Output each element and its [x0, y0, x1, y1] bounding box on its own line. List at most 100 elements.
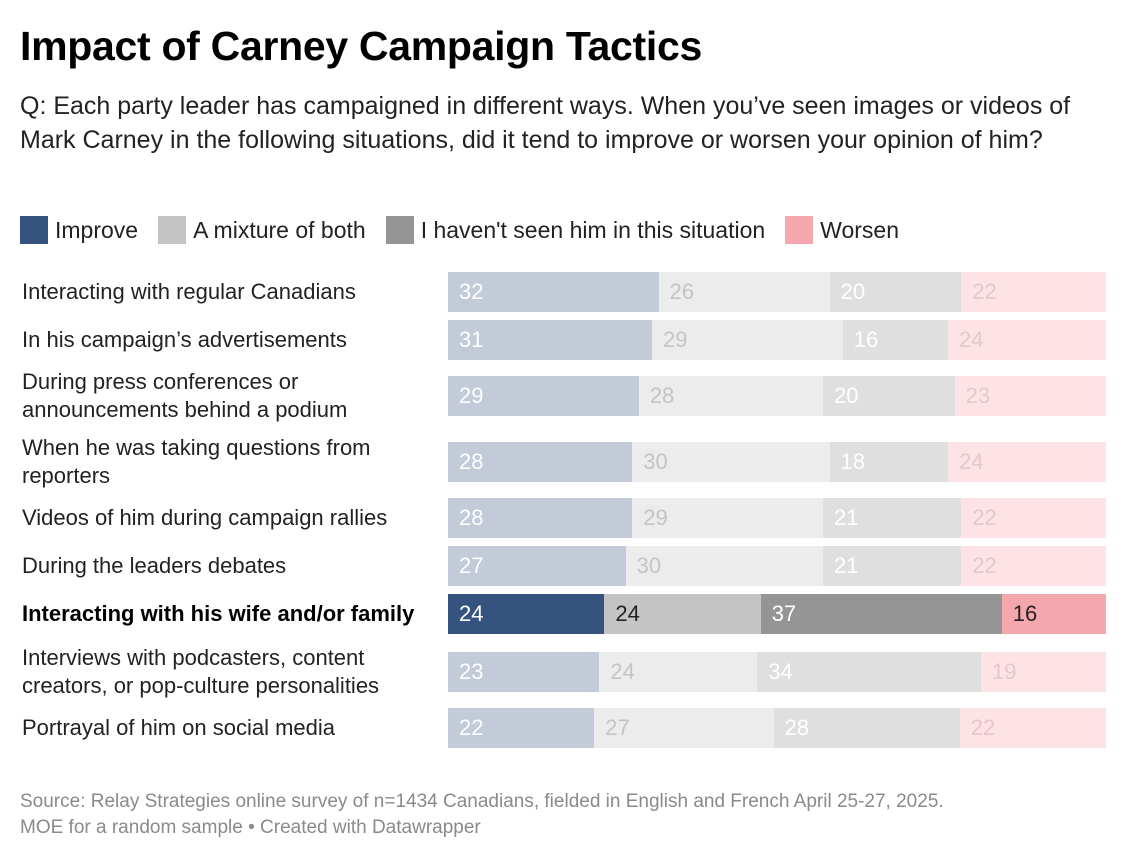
data-label: 31 [459, 327, 484, 352]
data-label: 24 [615, 601, 640, 626]
bar-segment-improve: 29 [448, 376, 639, 416]
bar-segment-mixture: 29 [632, 498, 824, 538]
legend-label-improve: Improve [55, 216, 139, 243]
bar-segment-mixture: 30 [632, 442, 830, 482]
data-label: 32 [459, 279, 484, 304]
footer-notes: MOE for a random sample • Created with D… [20, 815, 1110, 841]
data-label: 22 [972, 553, 997, 578]
bar-segment-worsen: 19 [980, 652, 1106, 692]
data-label: 29 [459, 383, 484, 408]
data-label: 29 [662, 327, 688, 352]
data-label: 23 [459, 659, 484, 684]
bar-segment-mixture: 26 [658, 272, 830, 312]
legend-item-improve: Improve [20, 216, 138, 244]
data-label: 22 [972, 505, 997, 530]
bar-row: 27 30 21 22 [448, 546, 1106, 586]
bar-segment-not-seen: 34 [757, 652, 981, 692]
legend: Improve A mixture of both I haven't seen… [20, 214, 919, 246]
footer-source: Source: Relay Strategies online survey o… [20, 791, 944, 812]
data-label: 27 [605, 715, 630, 740]
data-label: 24 [959, 327, 984, 352]
data-label: 27 [459, 553, 484, 578]
chart-title: Impact of Carney Campaign Tactics [20, 23, 702, 69]
data-label: 28 [459, 505, 484, 530]
data-label: 28 [459, 449, 484, 474]
data-label: 22 [972, 279, 997, 304]
bar-segment-improve: 28 [448, 442, 633, 482]
footer: Source: Relay Strategies online survey o… [20, 789, 1110, 841]
row-label: When he was taking questions from report… [22, 435, 371, 488]
data-label: 21 [834, 553, 859, 578]
row-label: Portrayal of him on social media [22, 715, 336, 740]
bar-segment-mixture: 29 [651, 320, 843, 360]
bar-row: 24 24 37 16 [448, 594, 1106, 634]
bar-segment-not-seen: 37 [760, 594, 1002, 634]
bar-row: 28 30 18 24 [448, 442, 1106, 482]
bar-segment-worsen: 16 [1001, 594, 1106, 634]
data-label: 34 [768, 659, 793, 684]
legend-item-not-seen: I haven't seen him in this situation [385, 216, 766, 244]
bar-segment-not-seen: 18 [829, 442, 949, 482]
row-label: Interviews with podcasters, content crea… [22, 645, 380, 698]
bar-segment-worsen: 22 [959, 708, 1106, 748]
data-label: 16 [1012, 601, 1038, 626]
data-label: 23 [965, 383, 991, 408]
legend-label-worsen: Worsen [820, 216, 899, 243]
bar-segment-not-seen: 16 [842, 320, 949, 360]
legend-item-mixture: A mixture of both [158, 216, 366, 244]
bar-segment-not-seen: 28 [773, 708, 960, 748]
row-label: During the leaders debates [22, 553, 287, 578]
row-label: In his campaign’s advertisements [22, 327, 347, 352]
data-label: 24 [959, 449, 984, 474]
legend-swatch-not-seen [385, 216, 414, 244]
bar-segment-worsen: 22 [961, 498, 1106, 538]
footer-moe: MOE for a random sample [20, 817, 243, 838]
bar-segment-not-seen: 20 [823, 376, 955, 416]
bar-segment-mixture: 24 [604, 594, 761, 634]
data-label: 22 [459, 715, 484, 740]
data-label: 21 [834, 505, 859, 530]
bar-segment-improve: 23 [448, 652, 600, 692]
bar-row: 28 29 21 22 [448, 498, 1106, 538]
legend-swatch-worsen [785, 216, 814, 244]
bar-segment-not-seen: 21 [823, 498, 962, 538]
bar-segment-improve: 24 [448, 594, 605, 634]
row-label: Interacting with his wife and/or family [22, 601, 415, 626]
bar-segment-improve: 32 [448, 272, 659, 312]
data-label: 20 [840, 279, 866, 304]
bar-segment-not-seen: 21 [823, 546, 962, 586]
bar-segment-improve: 27 [448, 546, 626, 586]
bar-segment-worsen: 22 [961, 272, 1106, 312]
row-label: Videos of him during campaign rallies [22, 505, 388, 530]
data-label: 24 [610, 659, 635, 684]
data-label: 28 [784, 715, 810, 740]
data-label: 29 [643, 505, 668, 530]
row-label: Interacting with regular Canadians [22, 279, 356, 304]
bar-row: 22 27 28 22 [448, 708, 1106, 748]
bar-segment-worsen: 23 [954, 376, 1106, 416]
bar-row: 29 28 20 23 [448, 376, 1106, 416]
legend-swatch-mixture [158, 216, 187, 244]
data-label: 37 [771, 601, 797, 626]
bar-segment-mixture: 30 [625, 546, 824, 586]
bar-segment-mixture: 24 [599, 652, 758, 692]
bar-row: 32 26 20 22 [448, 272, 1106, 312]
bar-segment-not-seen: 20 [829, 272, 962, 312]
data-label: 30 [643, 449, 668, 474]
legend-label-not-seen: I haven't seen him in this situation [420, 216, 766, 243]
data-label: 19 [991, 659, 1017, 684]
bar-segment-worsen: 24 [948, 320, 1106, 360]
data-label: 28 [649, 383, 675, 408]
bar-segment-mixture: 28 [638, 376, 824, 416]
data-label: 30 [636, 553, 662, 578]
bar-segment-worsen: 22 [961, 546, 1106, 586]
legend-label-mixture: A mixture of both [193, 216, 366, 243]
data-label: 20 [834, 383, 859, 408]
row-label: During press conferences or announcement… [22, 369, 348, 422]
data-label: 16 [853, 327, 879, 352]
legend-item-worsen: Worsen [785, 216, 899, 244]
data-label: 26 [669, 279, 695, 304]
data-label: 22 [970, 715, 996, 740]
footer-credit: • Created with Datawrapper [248, 817, 481, 838]
data-label: 24 [459, 601, 484, 626]
